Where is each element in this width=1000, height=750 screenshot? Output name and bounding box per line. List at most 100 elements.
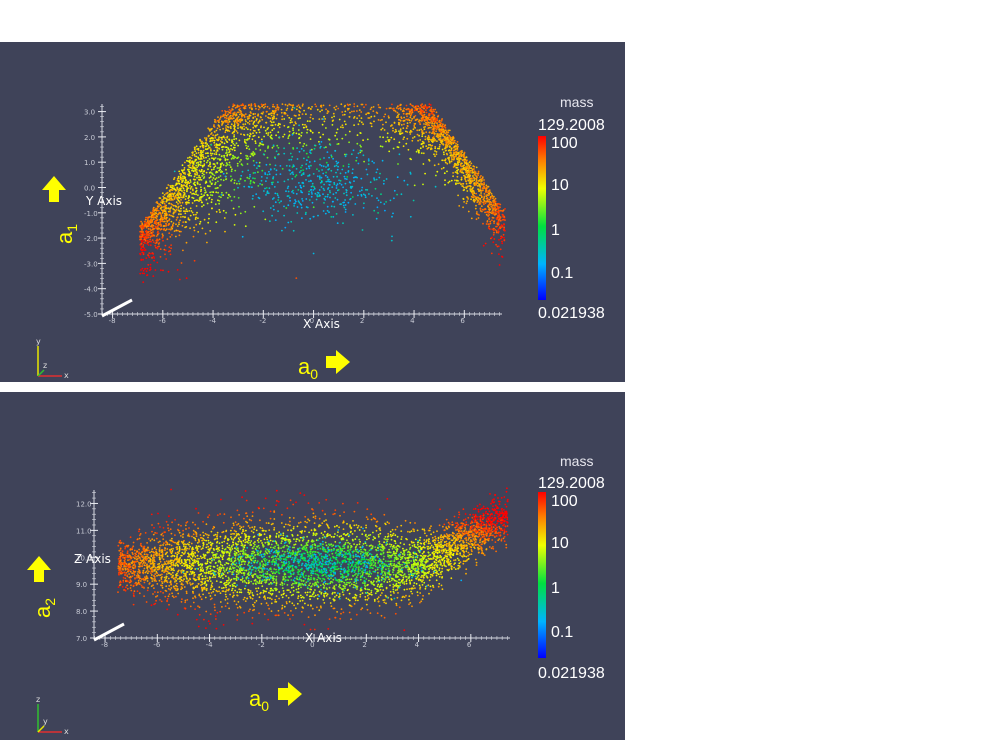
plot-panel-a0-a1[interactable]: -8 -6 -4 -2 0 2 4 6 3.0 2.0 1.0 0.0 -1.0 -2.0 -3.0 -4.0… (0, 42, 625, 382)
data-point (477, 217, 480, 219)
data-point (336, 183, 339, 186)
data-point (200, 190, 202, 193)
data-point (203, 173, 205, 176)
data-point (483, 186, 485, 189)
data-point (406, 131, 409, 133)
data-point (194, 178, 197, 181)
data-point (441, 148, 444, 151)
data-point (181, 179, 184, 182)
data-point (202, 177, 205, 180)
data-point (252, 135, 255, 137)
data-point (218, 153, 221, 156)
data-point (306, 120, 309, 122)
data-point (425, 145, 428, 147)
colorbar-max-label: 129.2008 (538, 117, 605, 134)
data-point (455, 142, 457, 145)
data-point (203, 194, 206, 197)
data-point (298, 150, 301, 153)
data-point (222, 209, 225, 212)
y-tick-label: -5.0 (84, 311, 98, 319)
y-tick-label: -3.0 (84, 260, 98, 268)
orient-y-label: y (36, 337, 41, 346)
data-point (172, 212, 175, 215)
data-point (198, 200, 200, 203)
data-point (143, 223, 146, 225)
data-point (176, 216, 179, 219)
data-point (302, 185, 305, 188)
data-point (316, 175, 319, 178)
data-point (450, 152, 453, 154)
data-point (269, 131, 272, 134)
data-point (343, 105, 346, 108)
data-point (217, 158, 219, 160)
data-point (472, 194, 475, 197)
data-point (296, 206, 299, 208)
data-point (261, 112, 264, 115)
data-point (445, 138, 448, 140)
data-point (139, 235, 141, 238)
data-point (162, 269, 164, 272)
data-point (314, 192, 317, 195)
scatter-view-a0-a1[interactable]: -8 -6 -4 -2 0 2 4 63.02.01.00.0-1.0-2.0-3.0-4.0… (0, 42, 625, 382)
data-point (201, 140, 203, 143)
data-point (239, 113, 241, 116)
data-point (171, 225, 174, 228)
data-point (172, 208, 175, 210)
colorbar-min-label: 0.021938 (538, 305, 605, 322)
data-point (232, 105, 234, 108)
data-point (350, 187, 353, 189)
data-point (456, 143, 459, 146)
data-point (152, 210, 155, 213)
data-point (213, 118, 216, 121)
data-point (161, 202, 164, 205)
data-point (385, 577, 387, 579)
data-point (477, 170, 480, 173)
data-point (170, 247, 173, 250)
data-point (444, 183, 446, 186)
data-point (239, 152, 242, 155)
data-point (465, 202, 468, 205)
data-point (211, 576, 214, 578)
data-point (270, 121, 273, 124)
data-point (164, 253, 166, 256)
data-point (291, 171, 293, 174)
data-point (400, 538, 403, 540)
data-point (355, 159, 358, 162)
data-point (160, 201, 163, 204)
data-point (174, 210, 177, 213)
colorbar-label-1: 1 (551, 222, 560, 239)
scatter-view-a0-a2[interactable]: -8 -6 -4 -2 0 2 4 612.011.010.09.08.07.0 Z Axis… (0, 392, 625, 740)
data-point (260, 179, 263, 182)
data-point (456, 147, 459, 150)
data-point (403, 588, 406, 591)
data-point (220, 178, 223, 181)
data-point (256, 539, 259, 542)
plot-panel-a0-a2[interactable]: -8 -6 -4 -2 0 2 4 6 12.0 11.0 10.0 9.0 8.0 7.0 Z Axis… (0, 392, 625, 740)
data-point (178, 278, 181, 281)
data-point (178, 193, 181, 196)
data-point (230, 199, 233, 202)
data-point (348, 578, 351, 581)
data-point (222, 179, 225, 182)
data-point (450, 138, 453, 141)
data-point (157, 228, 159, 231)
data-point (180, 213, 182, 216)
data-point (209, 595, 212, 597)
data-point (197, 231, 200, 233)
data-point (284, 226, 287, 229)
data-point (162, 544, 165, 546)
data-point (152, 255, 155, 258)
data-point (146, 233, 148, 236)
data-point (168, 228, 171, 231)
data-point (271, 118, 274, 121)
data-point (151, 228, 154, 231)
data-point (271, 129, 274, 132)
data-point (436, 133, 438, 135)
data-point (270, 112, 273, 115)
data-point (308, 180, 310, 183)
data-point (411, 118, 413, 120)
data-point (302, 145, 305, 148)
data-point (239, 120, 242, 122)
data-point (145, 237, 147, 240)
data-point (171, 192, 174, 195)
